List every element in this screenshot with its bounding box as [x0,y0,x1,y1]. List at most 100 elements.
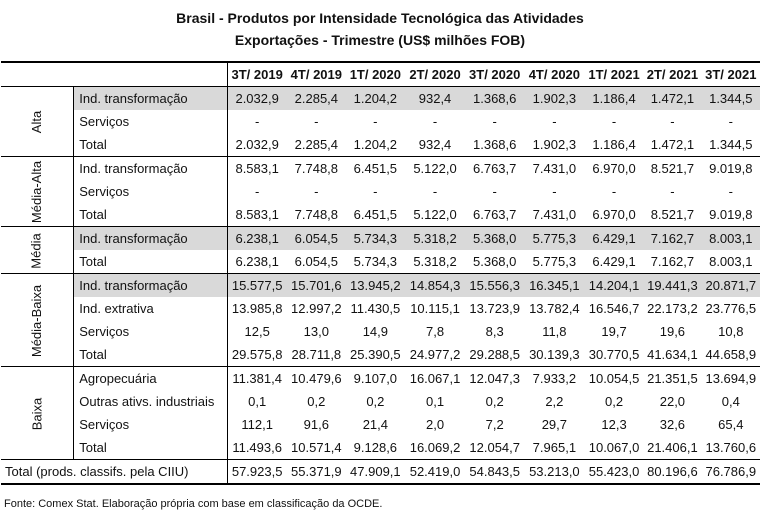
value-cell: 0,2 [307,394,326,409]
column-header: 4T/ 2020 [523,61,585,87]
value-cell: 6.970,0 [592,161,636,176]
value-cell: 6.238,1 [226,250,287,274]
value-cell: - [728,184,733,199]
exports-table: 3T/ 2019 4T/ 2019 1T/ 2020 2T/ 2020 3T/ 2020… [1,61,760,485]
value-cell: 8,3 [485,324,504,339]
value-cell: 22,0 [659,394,686,409]
value-cell: 11.430,5 [350,301,401,316]
value-cell: 22.173,2 [647,301,698,316]
value-cell: - [670,184,675,199]
value-cell: 19,7 [601,324,627,339]
value-cell: 20.871,7 [701,273,760,297]
value-cell: 7.431,0 [532,161,577,176]
grand-total-cell: 80.196,6 [643,459,702,485]
value-cell: 0,2 [366,394,385,409]
value-cell: 7,2 [485,417,504,432]
value-cell: - [226,110,287,133]
row-label: Serviços [79,184,130,199]
group-label: Baixa [1,366,75,460]
table-row: Alta Ind. transformação 2.032,9 2.285,4 1.20… [1,86,760,157]
value-cell: - [226,180,287,203]
column-header: 3T/ 2019 [226,61,287,87]
row-label: Total [73,343,228,367]
row-label: Ind. extrativa [79,301,154,316]
value-cell: 6.238,1 [226,226,287,250]
value-cell: 1.344,5 [701,86,760,110]
value-cell: 932,4 [404,86,466,110]
row-label: Outras ativs. industriais [79,394,215,409]
value-cell: 29.575,8 [226,343,287,367]
value-cell: 13.760,6 [701,436,760,460]
value-cell: 28.711,8 [286,343,347,367]
value-cell: 11,8 [542,324,567,339]
grand-total-cell: 55.371,9 [286,459,347,485]
value-cell: 32,6 [659,417,686,432]
grand-total-cell: 47.909,1 [346,459,405,485]
value-cell: 10.067,0 [584,436,644,460]
value-cell: 14.204,1 [584,273,644,297]
group-label-text: Baixa [29,397,45,430]
value-cell: 7.748,8 [286,203,347,227]
value-cell: 5.775,3 [523,250,585,274]
value-cell: 19.441,3 [643,273,702,297]
value-cell: 2.285,4 [286,86,347,110]
value-cell: - [670,114,675,129]
row-label: Total [73,250,228,274]
value-cell: 7,8 [425,324,445,339]
value-cell: 16.345,1 [523,273,585,297]
grand-total-row: Total (prods. classifs. pela CIIU) 57.923… [1,459,760,485]
table-row: Baixa Agropecuária 11.381,4 10.479,6 9.107,0… [1,366,760,460]
value-cell: 12.054,7 [465,436,524,460]
value-cell: 9.019,8 [709,161,753,176]
row-label: Serviços [79,324,130,339]
value-cell: 5.368,0 [465,250,524,274]
value-cell: 1.186,4 [584,86,644,110]
value-cell: 9.019,8 [701,203,760,227]
table-row: Serviços 112,1 91,6 21,4 2,0 7,2 29,7 12,3 32,6 6… [1,413,760,436]
value-cell: 7.748,8 [294,161,339,176]
value-cell: - [492,114,497,129]
grand-total-cell: 55.423,0 [584,459,644,485]
value-cell: - [314,114,319,129]
value-cell: 6.451,5 [346,203,405,227]
group-label-text: Média-Baixa [29,284,45,357]
table-row: Total 2.032,9 2.285,4 1.204,2 932,4 1.368,6 1.… [1,133,760,157]
value-cell: 0,2 [485,394,504,409]
value-cell: 13,0 [303,324,329,339]
grand-total-cell: 54.843,5 [465,459,524,485]
value-cell: 2,0 [425,417,445,432]
value-cell: 16.069,2 [404,436,466,460]
value-cell: 14,9 [362,324,388,339]
value-cell: 7.933,2 [532,371,577,386]
grand-total-cell: 52.419,0 [404,459,466,485]
table-row: Total 6.238,1 6.054,5 5.734,3 5.318,2 5.368,0… [1,250,760,274]
group-label: Média-Baixa [1,273,75,367]
value-cell: 7.162,7 [643,226,702,250]
row-label: Serviços [79,114,130,129]
table-row: Serviços - - - - - - - - - [1,110,760,133]
value-cell: 8.521,7 [643,203,702,227]
value-cell: 12.047,3 [469,371,520,386]
value-cell: 0,1 [226,390,287,413]
value-cell: 6.054,5 [286,226,347,250]
table-row: Média Ind. transformação 6.238,1 6.054,5 5.7… [1,226,760,274]
value-cell: - [492,184,497,199]
value-cell: - [373,114,378,129]
value-cell: 5.318,2 [404,250,466,274]
group-label: Média-Alta [1,156,75,227]
value-cell: 1.204,2 [346,86,405,110]
source-note: Fonte: Comex Stat. Elaboração própria co… [4,498,383,510]
column-header: 4T/ 2019 [286,61,347,87]
table-row: Serviços - - - - - - - - - [1,180,760,203]
value-cell: 7.965,1 [523,436,585,460]
value-cell: 15.556,3 [465,273,524,297]
row-label: Ind. transformação [79,161,188,176]
value-cell: - [611,184,617,199]
value-cell: 1.204,2 [346,133,405,157]
value-cell: 7.431,0 [523,203,585,227]
column-header: 3T/ 2020 [465,61,524,87]
value-cell: 9.107,0 [353,371,398,386]
table-row: Total 8.583,1 7.748,8 6.451,5 5.122,0 6.763,7… [1,203,760,227]
table-row: Média-Alta Ind. transformação 8.583,1 7.748… [1,156,760,227]
value-cell: 5.122,0 [404,203,466,227]
